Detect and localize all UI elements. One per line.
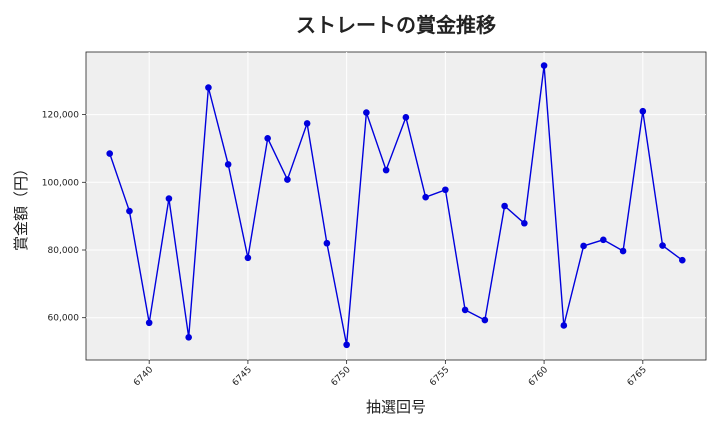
data-point bbox=[461, 306, 469, 314]
data-point bbox=[442, 186, 449, 194]
data-point bbox=[323, 239, 331, 247]
x-tick-label: 6740 bbox=[132, 365, 155, 388]
data-point bbox=[402, 114, 410, 121]
data-point bbox=[481, 316, 489, 324]
x-tick-label: 6765 bbox=[626, 365, 649, 388]
data-point bbox=[343, 341, 350, 349]
series bbox=[106, 62, 686, 349]
data-point bbox=[422, 193, 429, 201]
y-tick-label: 120,000 bbox=[42, 111, 79, 121]
data-point bbox=[224, 161, 232, 168]
data-point bbox=[560, 322, 568, 329]
data-point bbox=[244, 254, 252, 262]
series-line bbox=[109, 65, 683, 345]
data-point bbox=[659, 242, 666, 249]
y-tick-label: 100,000 bbox=[42, 178, 79, 188]
x-axis-label: 抽選回号 bbox=[366, 398, 426, 416]
data-point bbox=[303, 120, 311, 127]
data-point bbox=[126, 207, 133, 215]
x-axis: 6740 6745 6750 6755 6760 6765 bbox=[132, 360, 649, 388]
data-point bbox=[185, 334, 192, 341]
y-tick-label: 80,000 bbox=[48, 246, 80, 256]
data-point bbox=[382, 166, 390, 174]
data-point bbox=[363, 109, 370, 116]
x-tick-label: 6760 bbox=[527, 365, 550, 388]
data-point bbox=[639, 107, 647, 115]
data-point bbox=[521, 219, 528, 227]
chart-title: ストレートの賞金推移 bbox=[296, 13, 496, 37]
y-tick-label: 60,000 bbox=[48, 314, 80, 324]
plot-area bbox=[85, 51, 707, 361]
data-point bbox=[600, 236, 607, 244]
data-point bbox=[165, 195, 173, 202]
data-point bbox=[501, 202, 508, 210]
data-point bbox=[264, 135, 271, 142]
data-point bbox=[145, 319, 153, 327]
grid bbox=[86, 52, 706, 360]
data-point bbox=[284, 176, 291, 183]
y-axis: 60,000 80,000 100,000 120,000 bbox=[42, 111, 86, 324]
data-point bbox=[540, 62, 548, 69]
x-tick-label: 6755 bbox=[428, 365, 451, 388]
y-axis-label: 賞金額（円） bbox=[12, 161, 30, 251]
data-point bbox=[679, 256, 686, 264]
data-point bbox=[580, 242, 587, 250]
x-tick-label: 6745 bbox=[231, 365, 254, 388]
data-point bbox=[106, 150, 113, 157]
x-tick-label: 6750 bbox=[329, 365, 352, 388]
data-point bbox=[619, 247, 627, 255]
data-point bbox=[205, 84, 212, 91]
